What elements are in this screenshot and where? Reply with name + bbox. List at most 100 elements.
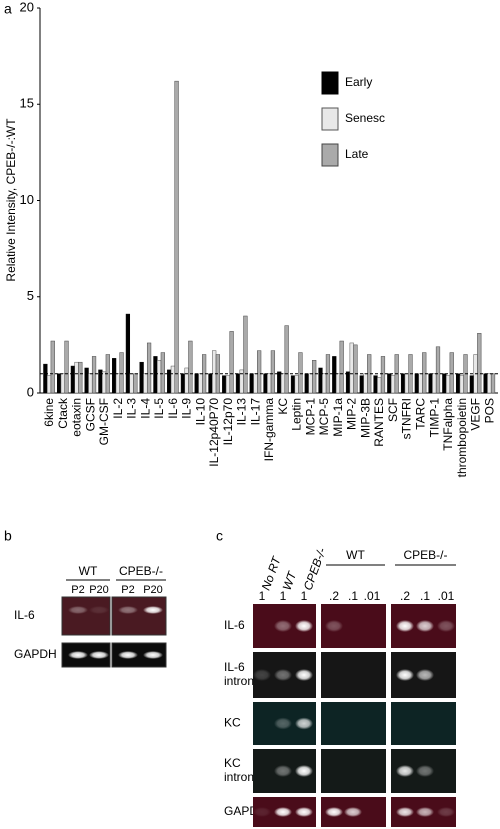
panel-label: c (216, 528, 223, 544)
bar (304, 373, 309, 394)
gel-band (325, 807, 343, 817)
x-tick-label: TARC (414, 398, 428, 430)
lane-number: 1 (301, 589, 308, 603)
x-tick-label: GM-CSF (97, 398, 111, 445)
bar (257, 350, 262, 394)
bar (390, 375, 396, 394)
lane-number: 1 (259, 589, 266, 603)
lane-label: P2 (71, 584, 84, 596)
lane-header: WT (280, 568, 300, 592)
bar (50, 340, 55, 394)
group-label: WT (79, 564, 98, 578)
gel-band (437, 620, 455, 632)
panel-label: b (4, 528, 12, 544)
bar (157, 360, 162, 394)
x-tick-label: MCP-5 (317, 398, 331, 436)
legend-swatch (321, 107, 339, 131)
bar (373, 375, 378, 394)
bar (153, 356, 158, 394)
y-tick-label: 15 (20, 96, 34, 111)
bar (146, 342, 152, 394)
bar (115, 373, 120, 394)
group-label: CPEB-/- (403, 548, 447, 562)
bar (290, 375, 296, 394)
y-tick-label: 10 (20, 192, 34, 207)
y-tick-label: 0 (27, 384, 34, 399)
gel-band (416, 807, 434, 817)
bar (428, 373, 433, 394)
x-tick-label: IL-10 (193, 398, 207, 426)
gel (111, 596, 167, 636)
gel-band (396, 669, 414, 681)
row-label: KC (224, 716, 241, 730)
x-tick-label: IL-12p70 (221, 398, 235, 446)
bar (88, 373, 93, 394)
gel-band (253, 807, 271, 817)
x-tick-label: MIP-2 (345, 398, 359, 430)
bar (359, 375, 364, 394)
gel-band (253, 669, 271, 681)
bar (101, 371, 107, 394)
x-tick-label: MIP-3B (358, 398, 372, 438)
lane-number: .2 (400, 589, 410, 603)
bar (312, 360, 317, 394)
bar (318, 367, 323, 394)
bar (60, 373, 65, 394)
bar (280, 373, 286, 394)
bar (445, 375, 451, 394)
bar (432, 373, 437, 394)
bar (46, 375, 52, 394)
bar (414, 373, 419, 394)
bar (133, 373, 138, 394)
bar (70, 365, 75, 394)
x-tick-label: TIMP-1 (427, 398, 441, 438)
x-tick-label: IL-2 (111, 398, 125, 419)
x-tick-label: 6kine (42, 398, 56, 427)
x-tick-label: VEGF (469, 398, 483, 431)
lane-label: P20 (143, 584, 163, 596)
legend-swatch (321, 71, 339, 95)
lane-number: .01 (364, 589, 381, 603)
bar (43, 363, 48, 394)
bar (363, 373, 368, 394)
bar (345, 371, 351, 394)
bar (184, 367, 189, 394)
x-tick-label: GCSF (83, 398, 97, 431)
bar (294, 375, 299, 394)
x-tick-label: KC (276, 398, 290, 415)
bar (418, 373, 423, 394)
bar (170, 365, 175, 394)
legend-label: Senesc (345, 111, 385, 125)
bar (422, 352, 427, 394)
bar (74, 361, 79, 394)
bar (387, 373, 392, 394)
bar (180, 373, 186, 394)
x-tick-label: IL-12p40P70 (207, 398, 221, 467)
x-tick-label: IL-3 (125, 398, 139, 419)
bar (212, 350, 217, 394)
bar (483, 373, 488, 394)
row-label: IL-6 (224, 660, 245, 674)
bar (78, 361, 83, 394)
bar (64, 340, 69, 394)
gel (321, 749, 386, 793)
bar (284, 325, 289, 394)
group-label: WT (346, 548, 365, 562)
x-tick-label: IL-17 (248, 398, 262, 426)
row-label: IL-6 (14, 608, 35, 622)
bar (322, 373, 327, 394)
gel-band (274, 620, 292, 632)
bar (119, 352, 124, 394)
bar (222, 375, 227, 394)
gel-band (118, 606, 138, 614)
row-label: IL-6 (224, 618, 245, 632)
bar (160, 352, 165, 394)
bar (143, 373, 148, 394)
lane-label: P2 (121, 584, 134, 596)
x-tick-label: MCP-1 (303, 398, 317, 436)
bar (188, 340, 193, 394)
bar (84, 367, 89, 394)
bar (129, 373, 134, 394)
bar (267, 373, 272, 394)
